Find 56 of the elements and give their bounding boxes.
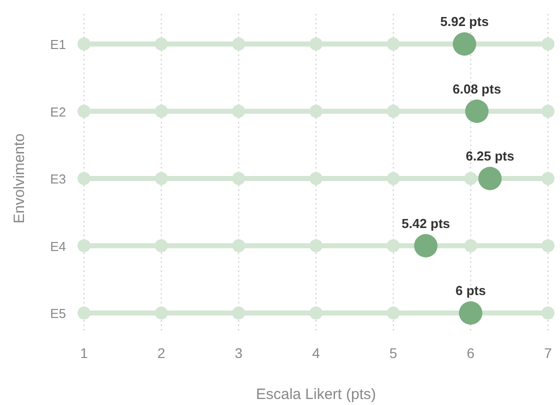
point: [386, 38, 400, 50]
point: [541, 104, 555, 118]
point: [309, 172, 323, 185]
x-tick-label: 7: [544, 345, 552, 361]
x-axis-title: Escala Likert (pts): [256, 386, 376, 403]
point: [77, 306, 91, 320]
point: [464, 239, 478, 252]
point: [309, 239, 323, 252]
point: [77, 172, 91, 185]
point: [232, 239, 246, 252]
point: [452, 32, 476, 56]
point: [309, 104, 323, 118]
point: [541, 172, 555, 185]
data-label: 5.92 pts: [440, 14, 489, 29]
point: [232, 38, 246, 50]
data-label: 5.42 pts: [402, 216, 450, 231]
point: [541, 38, 555, 50]
point: [465, 100, 489, 123]
data-label: 6.25 pts: [466, 148, 514, 164]
y-axis-title: Envolvimento: [11, 133, 28, 224]
point: [77, 239, 91, 252]
y-tick-label: E1: [50, 37, 66, 52]
y-tick-label: E4: [50, 238, 66, 254]
point: [386, 239, 400, 252]
point: [458, 301, 482, 325]
point: [386, 104, 400, 118]
data-label: 6.08 pts: [452, 81, 502, 96]
x-tick-label: 5: [389, 345, 398, 361]
point: [309, 306, 323, 320]
x-tick-label: 3: [234, 345, 243, 361]
x-tick-label: 1: [80, 345, 88, 361]
point: [414, 234, 438, 258]
x-tick-label: 6: [466, 345, 475, 361]
y-tick-label: E2: [50, 104, 66, 120]
point: [154, 306, 168, 320]
point: [77, 104, 91, 118]
point: [154, 38, 168, 50]
point: [154, 239, 168, 252]
point: [541, 306, 555, 320]
point: [386, 172, 400, 185]
point: [464, 172, 478, 185]
point: [478, 166, 502, 190]
point: [232, 306, 246, 320]
point: [77, 38, 91, 50]
point: [386, 306, 400, 320]
point: [232, 104, 246, 118]
x-tick-label: 2: [157, 345, 166, 361]
y-tick-label: E5: [50, 306, 66, 321]
point: [154, 104, 168, 118]
point: [309, 38, 323, 50]
x-tick-label: 4: [312, 345, 320, 361]
point: [154, 172, 168, 185]
point: [232, 172, 246, 185]
point: [541, 239, 555, 252]
data-label: 6 pts: [455, 283, 486, 298]
y-tick-label: E3: [50, 172, 66, 186]
